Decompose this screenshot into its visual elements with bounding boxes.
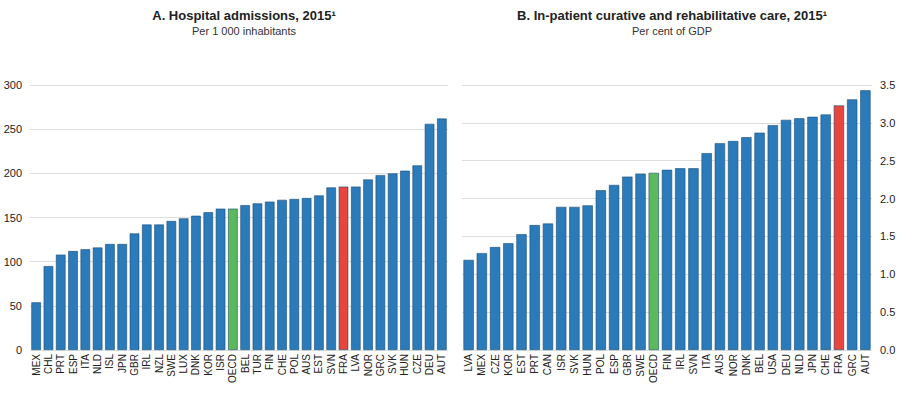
svg-text:KOR: KOR [503,354,514,376]
svg-text:POL: POL [595,354,606,374]
svg-text:GBR: GBR [622,354,633,376]
svg-text:AUS: AUS [714,354,725,375]
svg-text:BEL: BEL [240,354,251,373]
svg-text:TUR: TUR [252,354,263,375]
svg-text:JPN: JPN [117,354,128,373]
svg-text:LVA: LVA [350,354,361,372]
svg-text:DEU: DEU [781,354,792,375]
svg-text:SVN: SVN [688,354,699,375]
svg-text:POL: POL [289,354,300,374]
svg-text:MEX: MEX [31,354,42,376]
svg-text:ISL: ISL [104,354,115,369]
svg-text:CZE: CZE [490,354,501,374]
svg-text:A. Hospital admissions, 2015¹: A. Hospital admissions, 2015¹ [152,8,336,23]
svg-text:CHE: CHE [820,354,831,375]
svg-text:NZL: NZL [154,354,165,373]
svg-text:PRT: PRT [529,354,540,374]
svg-text:OECD: OECD [648,354,659,383]
svg-text:0: 0 [16,344,22,356]
svg-text:SVN: SVN [326,354,337,375]
svg-text:ESP: ESP [609,354,620,374]
svg-text:GBR: GBR [129,354,140,376]
svg-text:AUT: AUT [436,354,447,374]
svg-text:Per 1 000 inhabitants: Per 1 000 inhabitants [192,25,296,37]
svg-text:EST: EST [313,354,324,373]
svg-text:0.0: 0.0 [880,344,895,356]
svg-text:FIN: FIN [662,354,673,370]
svg-text:GRC: GRC [847,354,858,376]
svg-text:SWE: SWE [166,354,177,377]
svg-text:EST: EST [516,354,527,373]
svg-text:CHL: CHL [43,354,54,374]
svg-text:ITA: ITA [80,354,91,369]
svg-text:NOR: NOR [363,354,374,376]
svg-text:B. In-patient curative and reh: B. In-patient curative and rehabilitativ… [517,8,827,23]
svg-text:NOR: NOR [728,354,739,376]
svg-text:LVA: LVA [463,354,474,372]
svg-text:PRT: PRT [55,354,66,374]
svg-text:DEU: DEU [424,354,435,375]
svg-text:ISR: ISR [215,354,226,371]
svg-text:USA: USA [767,354,778,375]
svg-text:BEL: BEL [754,354,765,373]
svg-text:ISR: ISR [556,354,567,371]
svg-text:CHE: CHE [277,354,288,375]
svg-text:3.5: 3.5 [880,79,895,91]
svg-text:DNK: DNK [190,354,201,375]
svg-text:KOR: KOR [203,354,214,376]
svg-text:CZE: CZE [412,354,423,374]
svg-text:JPN: JPN [807,354,818,373]
svg-text:IRL: IRL [675,354,686,370]
svg-text:CAN: CAN [542,354,553,375]
svg-text:200: 200 [4,167,22,179]
svg-text:NLD: NLD [92,354,103,374]
svg-text:3.0: 3.0 [880,117,895,129]
svg-text:SWE: SWE [635,354,646,377]
svg-text:2.5: 2.5 [880,155,895,167]
svg-text:0.5: 0.5 [880,306,895,318]
svg-text:250: 250 [4,123,22,135]
svg-text:FRA: FRA [338,354,349,374]
svg-text:1.0: 1.0 [880,268,895,280]
svg-text:100: 100 [4,256,22,268]
svg-text:1.5: 1.5 [880,230,895,242]
svg-text:NLD: NLD [794,354,805,374]
svg-text:2.0: 2.0 [880,193,895,205]
svg-text:AUT: AUT [860,354,871,374]
svg-text:LUX: LUX [178,354,189,374]
svg-text:ESP: ESP [68,354,79,374]
svg-text:FIN: FIN [264,354,275,370]
svg-text:FRA: FRA [833,354,844,374]
svg-text:150: 150 [4,212,22,224]
svg-text:OECD: OECD [227,354,238,383]
svg-text:MEX: MEX [476,354,487,376]
svg-text:ITA: ITA [701,354,712,369]
svg-text:DNK: DNK [741,354,752,375]
svg-text:HUN: HUN [582,354,593,376]
svg-text:Per cent of GDP: Per cent of GDP [632,25,712,37]
svg-text:SVK: SVK [387,354,398,374]
svg-text:SVK: SVK [569,354,580,374]
svg-text:IRL: IRL [141,354,152,370]
svg-text:HUN: HUN [399,354,410,376]
svg-text:300: 300 [4,79,22,91]
svg-text:AUS: AUS [301,354,312,375]
svg-text:50: 50 [10,300,22,312]
svg-text:GRC: GRC [375,354,386,376]
